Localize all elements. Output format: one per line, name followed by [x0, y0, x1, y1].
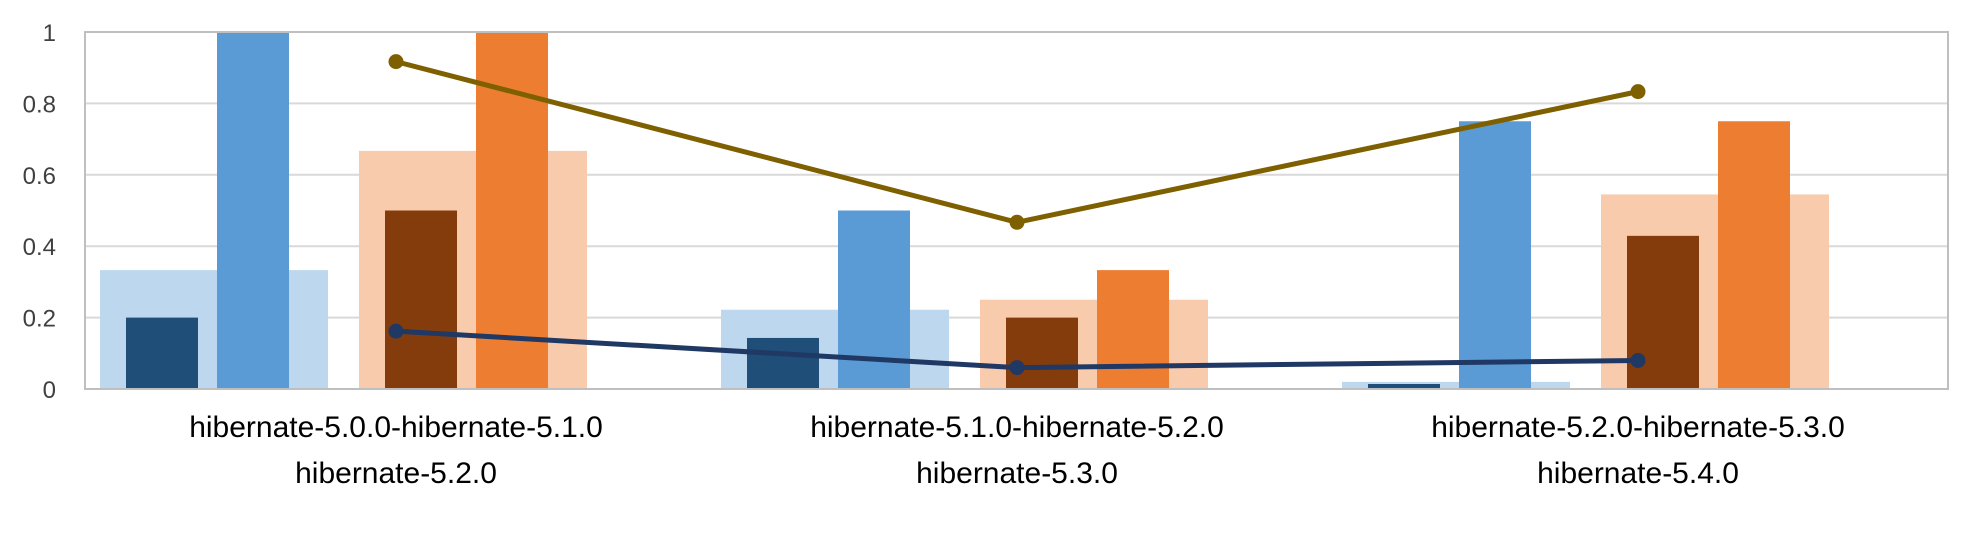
y-tick-label: 0.2 — [23, 306, 56, 333]
y-axis-ticks: 0 0.2 0.4 0.6 0.8 1 — [23, 20, 56, 404]
line-point-1-2 — [1009, 214, 1025, 230]
category-label: hibernate-5.4.0 — [1537, 457, 1739, 490]
line-point-2-2 — [1009, 360, 1025, 376]
y-tick-label: 0.8 — [23, 91, 56, 118]
line-point-1-1 — [388, 54, 404, 70]
line-point-2-3 — [1630, 352, 1646, 368]
category-label: hibernate-5.0.0-hibernate-5.1.0 — [189, 411, 603, 444]
bar-blue-narrow-left-2 — [747, 337, 819, 389]
bar-orange-narrow-right-2 — [1097, 270, 1169, 389]
category-label: hibernate-5.1.0-hibernate-5.2.0 — [810, 411, 1224, 444]
category-label: hibernate-5.2.0-hibernate-5.3.0 — [1431, 411, 1845, 444]
x-axis-labels: hibernate-5.0.0-hibernate-5.1.0 hibernate… — [189, 411, 1845, 490]
plot-area-frame — [84, 31, 1949, 390]
category-label: hibernate-5.3.0 — [916, 457, 1118, 490]
y-tick-label: 0.6 — [23, 163, 56, 190]
bar-blue-wide-3 — [1342, 381, 1570, 389]
y-tick-label: 0.4 — [23, 234, 56, 261]
category-label: hibernate-5.2.0 — [295, 457, 497, 490]
bar-blue-narrow-left-1 — [126, 317, 198, 389]
bar-orange-narrow-right-3 — [1718, 121, 1790, 389]
line-point-1-3 — [1630, 84, 1646, 100]
bar-blue-narrow-right-3 — [1459, 121, 1531, 389]
bar-orange-narrow-left-1 — [385, 210, 457, 389]
y-tick-label: 0 — [43, 377, 56, 404]
line-point-2-1 — [388, 323, 404, 339]
lines — [388, 54, 1646, 376]
bar-orange-narrow-left-2 — [1006, 317, 1078, 389]
bar-blue-narrow-left-3 — [1368, 384, 1440, 389]
bar-blue-narrow-right-1 — [217, 32, 289, 389]
y-tick-label: 1 — [43, 20, 56, 47]
